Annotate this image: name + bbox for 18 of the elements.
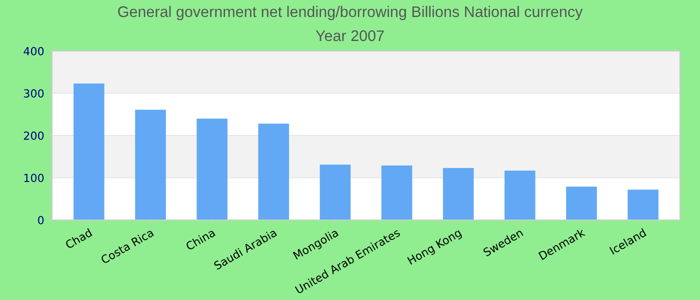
bar	[566, 186, 597, 220]
bar	[74, 84, 104, 220]
y-tick-label: 300	[24, 89, 44, 98]
x-tick-label: Costa Rica	[100, 228, 154, 264]
bar	[320, 164, 351, 220]
y-tick-label: 100	[24, 174, 44, 182]
bar	[442, 168, 474, 220]
bar	[628, 190, 658, 220]
bar	[258, 124, 290, 220]
y-tick-label: 400	[24, 46, 44, 56]
y-tick-label: 200	[24, 131, 44, 140]
chart-title: General government net lending/borrowing Billions National currency	[118, 6, 583, 20]
bar	[196, 118, 228, 220]
bar	[135, 110, 166, 220]
chart-subtitle: Year 2007	[316, 30, 384, 42]
bar	[381, 165, 412, 220]
y-tick-label: 0	[38, 216, 44, 224]
bar	[504, 170, 536, 220]
